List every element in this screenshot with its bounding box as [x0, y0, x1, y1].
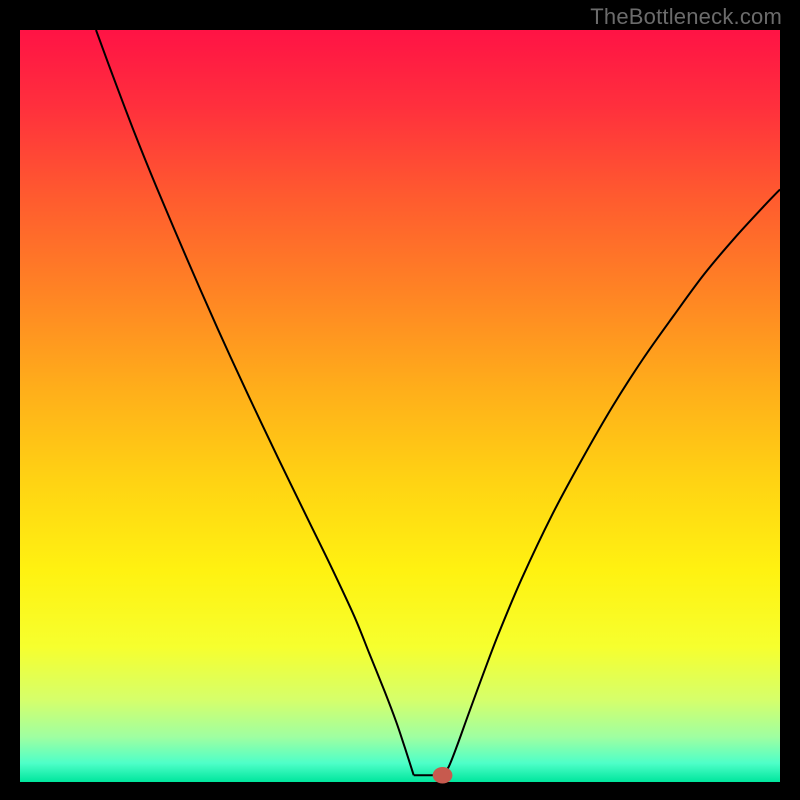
watermark-label: TheBottleneck.com	[590, 4, 782, 30]
plot-area	[20, 30, 780, 782]
minimum-marker	[433, 767, 453, 784]
chart-frame: { "watermark": "TheBottleneck.com", "cha…	[0, 0, 800, 800]
bottleneck-chart	[0, 0, 800, 800]
